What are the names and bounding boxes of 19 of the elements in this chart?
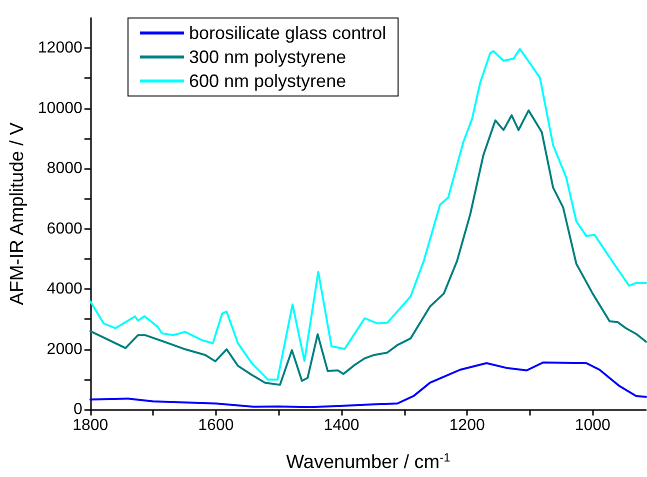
legend-label: borosilicate glass control — [189, 23, 386, 43]
y-tick-label: 12000 — [38, 40, 82, 57]
line-series — [89, 48, 647, 381]
legend-label: 300 nm polystyrene — [189, 47, 346, 67]
x-tick-label: 1800 — [72, 417, 108, 434]
y-tick-label: 2000 — [46, 340, 82, 358]
y-tick-label: 6000 — [46, 220, 82, 238]
y-tick-label: 0 — [73, 401, 82, 418]
y-tick-label: 10000 — [38, 100, 82, 117]
y-axis-title: AFM-IR Amplitude / V — [7, 122, 28, 306]
legend-label: 600 nm polystyrene — [189, 71, 346, 91]
y-tick-label: 4000 — [46, 280, 82, 298]
x-tick-label: 1200 — [449, 417, 485, 434]
line-series — [89, 362, 647, 408]
x-tick-label: 1400 — [324, 417, 360, 434]
y-tick-label: 8000 — [46, 160, 82, 178]
x-tick-label: 1600 — [198, 417, 234, 434]
line-series — [89, 109, 647, 386]
x-tick-label: 1000 — [574, 417, 611, 434]
